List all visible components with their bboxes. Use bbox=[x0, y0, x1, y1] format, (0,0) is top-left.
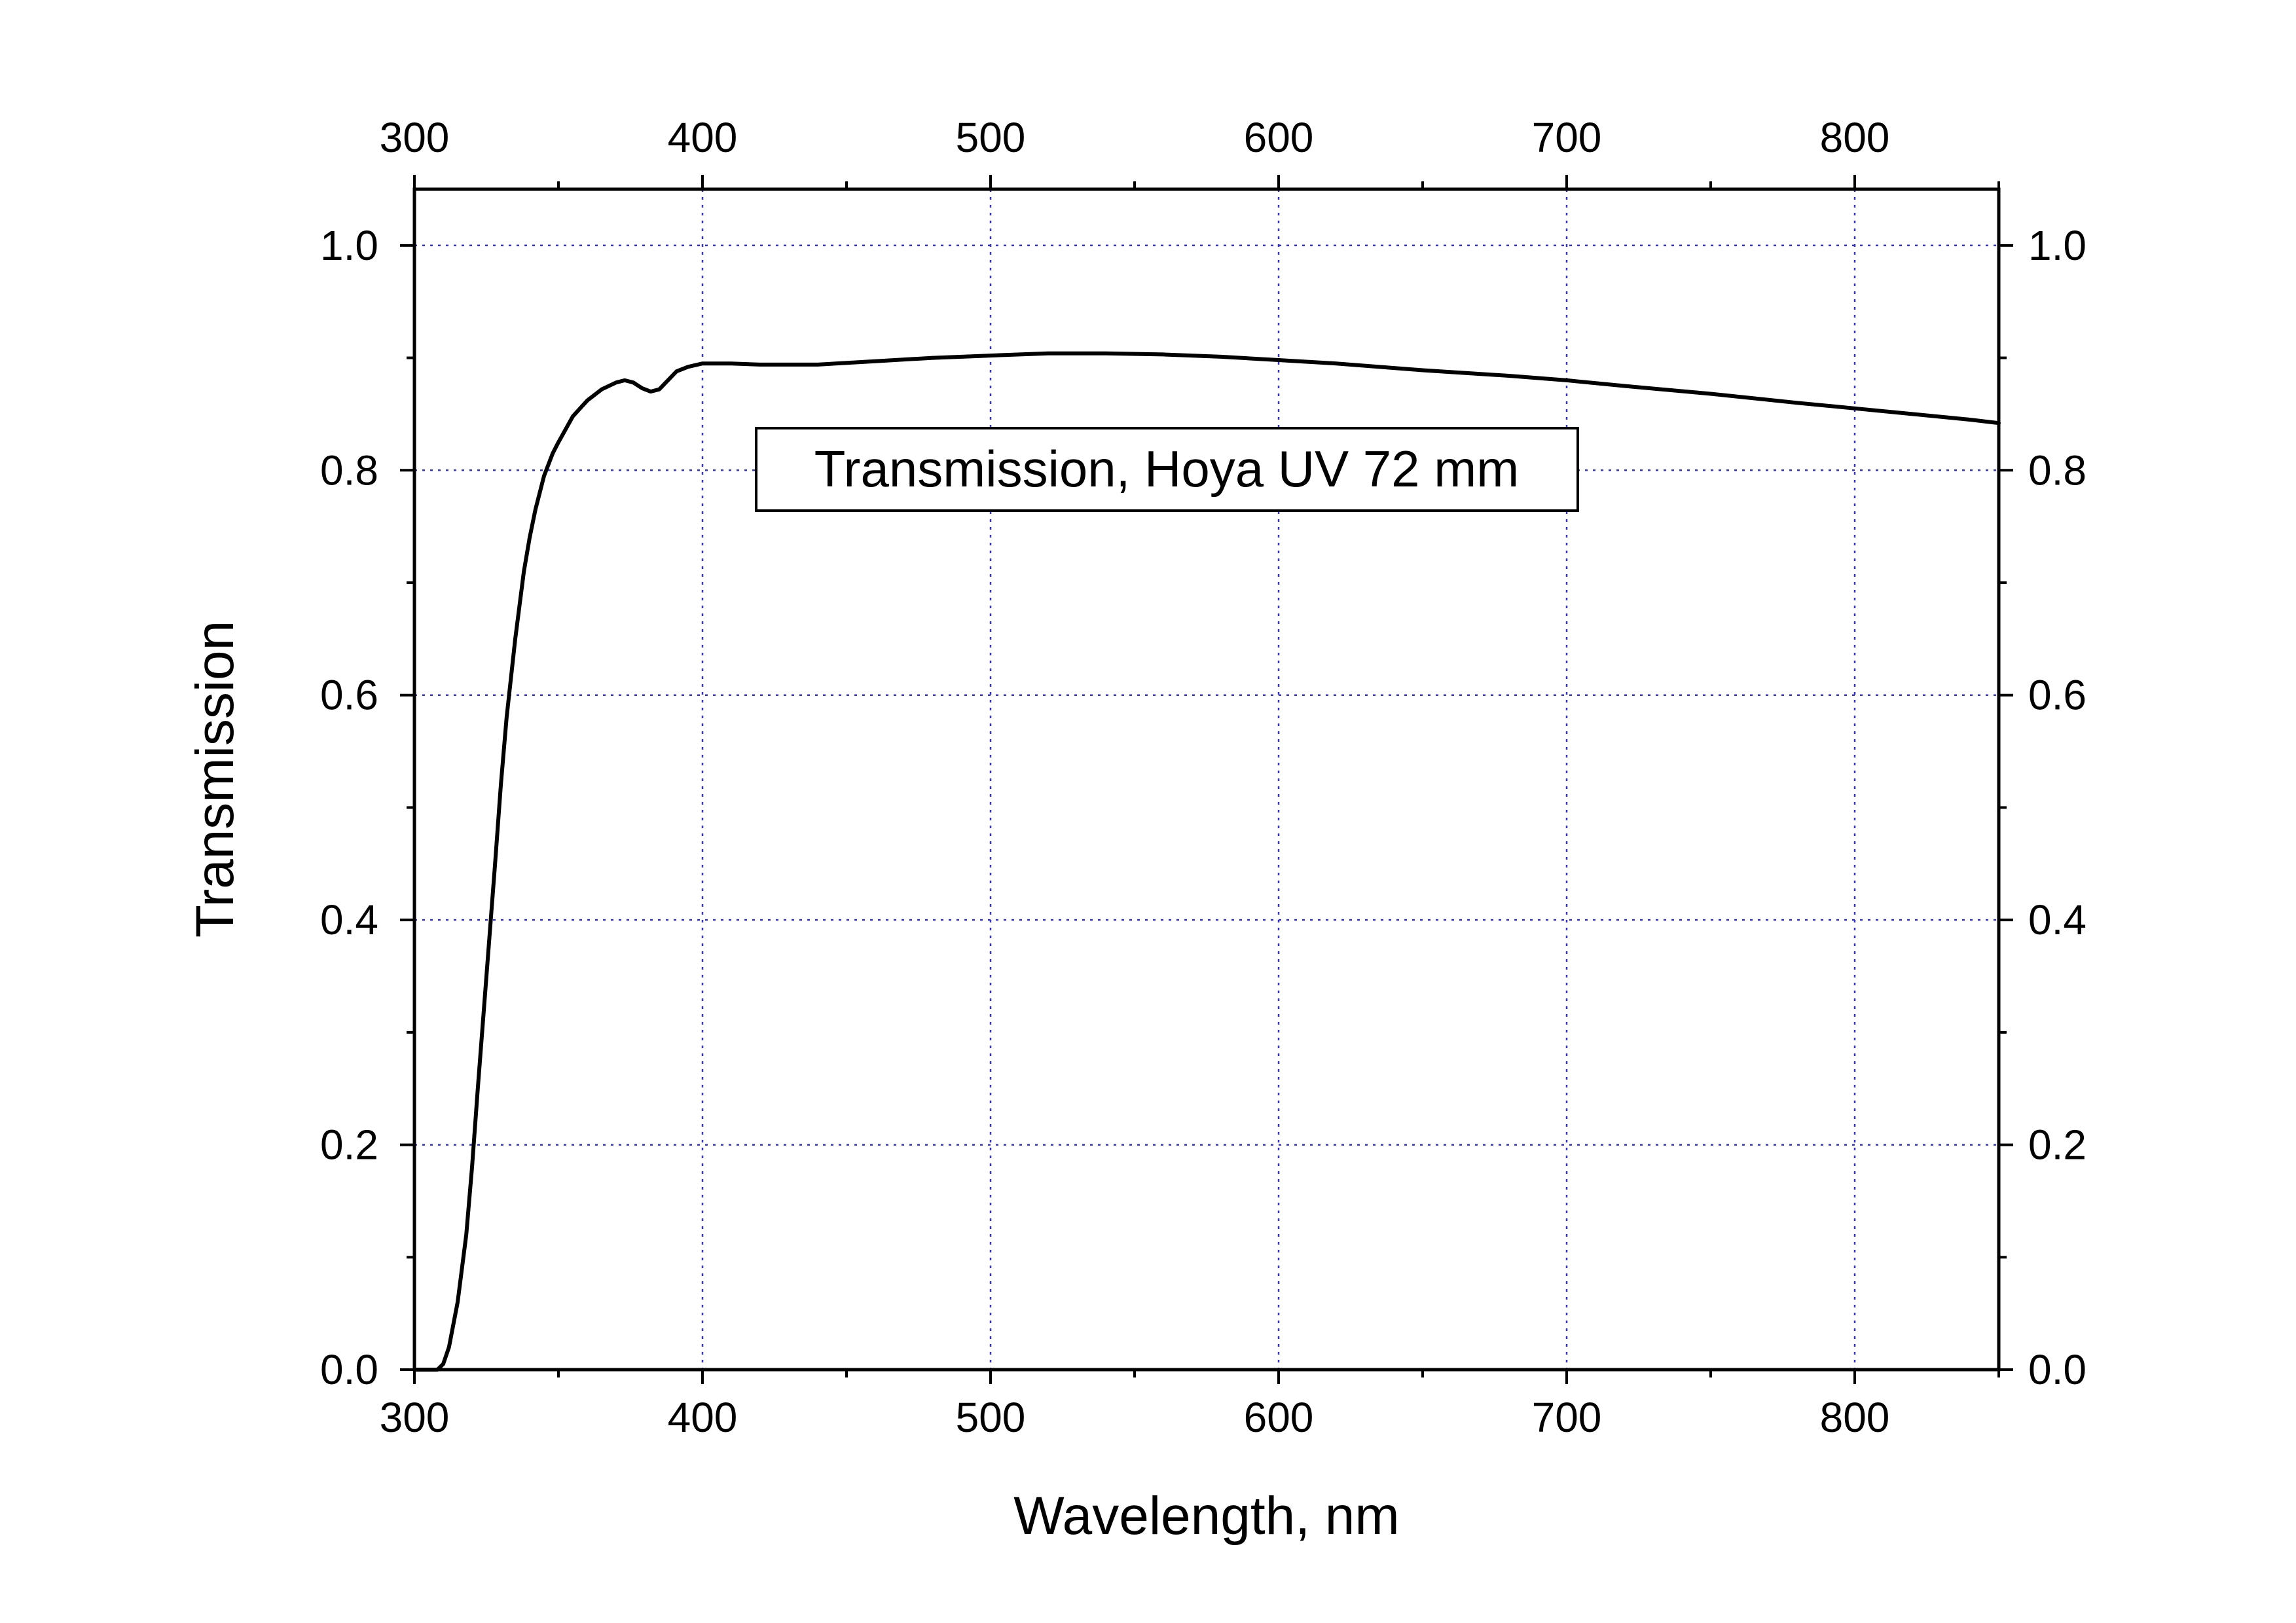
x-axis-title: Wavelength, nm bbox=[1013, 1486, 1399, 1546]
annotation-box: Transmission, Hoya UV 72 mm bbox=[755, 427, 1579, 512]
y-tick-label-right: 0.2 bbox=[2028, 1122, 2086, 1169]
plot-frame bbox=[412, 187, 2001, 1372]
x-tick-label-bottom: 800 bbox=[1820, 1394, 1890, 1441]
x-tick-label-bottom: 500 bbox=[956, 1394, 1026, 1441]
transmission-series-line bbox=[412, 351, 2001, 1372]
x-tick-label-bottom: 400 bbox=[668, 1394, 738, 1441]
y-tick-label-left: 1.0 bbox=[320, 222, 378, 269]
x-tick-label-bottom: 700 bbox=[1532, 1394, 1602, 1441]
x-tick-label-top: 300 bbox=[380, 114, 450, 161]
annotation-label: Transmission, Hoya UV 72 mm bbox=[814, 440, 1519, 498]
x-tick-label-bottom: 300 bbox=[380, 1394, 450, 1441]
grid-lines bbox=[414, 189, 1999, 1370]
y-tick-label-left: 0.6 bbox=[320, 672, 378, 719]
y-tick-label-left: 0.4 bbox=[320, 896, 378, 943]
data-series bbox=[412, 351, 2001, 1372]
axis-ticks bbox=[400, 175, 2013, 1384]
y-tick-label-left: 0.0 bbox=[320, 1346, 378, 1393]
x-tick-label-top: 600 bbox=[1244, 114, 1314, 161]
y-tick-label-right: 0.4 bbox=[2028, 896, 2086, 943]
x-tick-label-bottom: 600 bbox=[1244, 1394, 1314, 1441]
x-tick-label-top: 400 bbox=[668, 114, 738, 161]
y-tick-label-right: 0.6 bbox=[2028, 672, 2086, 719]
y-axis-title: Transmission bbox=[185, 621, 245, 938]
y-tick-label-left: 0.8 bbox=[320, 447, 378, 494]
annotation-frame bbox=[755, 427, 1579, 512]
tick-labels: 300 300 400 400 500 500 600 600 700 700 800 800 0.0 0… bbox=[320, 114, 2086, 1441]
y-tick-label-right: 1.0 bbox=[2028, 222, 2086, 269]
y-tick-label-right: 0.8 bbox=[2028, 447, 2086, 494]
x-tick-label-top: 500 bbox=[956, 114, 1026, 161]
y-tick-label-right: 0.0 bbox=[2028, 1346, 2086, 1393]
x-tick-label-top: 800 bbox=[1820, 114, 1890, 161]
y-tick-label-left: 0.2 bbox=[320, 1122, 378, 1169]
x-tick-label-top: 700 bbox=[1532, 114, 1602, 161]
